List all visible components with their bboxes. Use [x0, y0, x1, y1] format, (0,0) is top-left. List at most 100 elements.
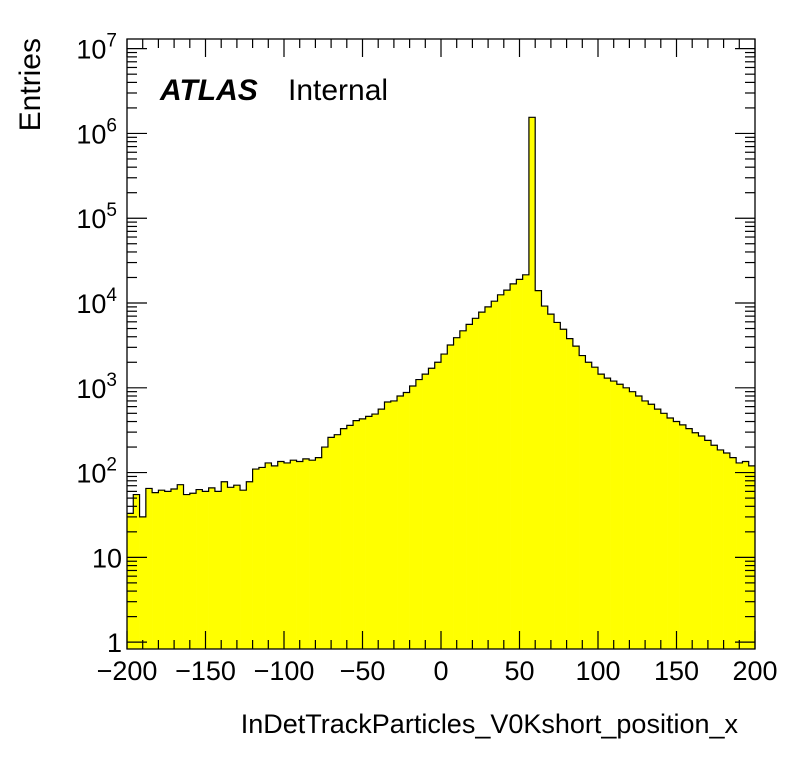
histogram-bin [447, 344, 454, 649]
histogram-bin [415, 379, 423, 649]
histogram-bin [491, 301, 498, 649]
histogram-bin [503, 290, 511, 649]
histogram-bin [673, 421, 680, 649]
histogram-bin [139, 516, 147, 649]
histogram-bin [202, 491, 209, 649]
histogram-bin [340, 428, 348, 649]
histogram-bin [378, 409, 385, 649]
histogram-bin [271, 465, 279, 649]
histogram-bin [390, 400, 398, 649]
histogram-bars [127, 117, 756, 649]
histogram-bin [516, 279, 523, 649]
histogram-bin [541, 306, 549, 649]
y-tick-label: 102 [76, 455, 117, 489]
histogram-bin [434, 362, 442, 649]
histogram-bin [528, 117, 536, 649]
histogram-bin [277, 461, 285, 649]
histogram-bin [729, 457, 737, 649]
x-tick-label: 150 [654, 656, 699, 686]
histogram-bin [158, 490, 165, 649]
histogram-bin [641, 400, 649, 649]
histogram-bin [315, 457, 322, 649]
histogram-bin [384, 401, 392, 649]
histogram-bin [183, 494, 191, 649]
histogram-bin [145, 488, 153, 649]
histogram-bin [535, 290, 542, 649]
histogram-bin [196, 489, 203, 649]
histogram-bin [572, 346, 580, 649]
histogram-bin [585, 362, 593, 649]
y-tick-label: 10 [92, 543, 122, 573]
histogram-bin [353, 420, 360, 649]
histogram-bin [227, 487, 235, 649]
internal-label: Internal [288, 74, 388, 107]
histogram-bin [422, 374, 429, 649]
x-axis-ticks [126, 39, 756, 649]
histogram-bin [623, 387, 630, 649]
histogram-bin [723, 453, 731, 649]
histogram-bin [309, 460, 316, 649]
y-tick-label: 107 [76, 31, 117, 65]
histogram-bin [478, 312, 486, 649]
histogram-bin [127, 513, 134, 649]
histogram-bin [510, 283, 517, 649]
histogram-bin [133, 494, 140, 649]
histogram-bin [152, 492, 159, 649]
histogram-bin [660, 413, 668, 649]
x-axis-title: InDetTrackParticles_V0Kshort_position_x [241, 709, 739, 739]
x-tick-label: 0 [433, 656, 448, 686]
histogram-bin [629, 391, 636, 649]
histogram-bin [591, 367, 599, 649]
y-tick-label: 1 [107, 628, 122, 658]
histogram-bin [208, 487, 216, 649]
histogram-bin [459, 330, 467, 649]
y-axis-title: Entries [14, 38, 47, 131]
x-tick-label: 50 [504, 656, 534, 686]
histogram-bin [742, 461, 750, 649]
histogram-bin [736, 462, 743, 649]
histogram-bin [598, 374, 605, 649]
histogram-bin [428, 368, 436, 649]
histogram-bin [648, 404, 655, 649]
histogram-bin [265, 462, 272, 649]
histogram-bin [679, 424, 687, 649]
histogram-bin [566, 338, 574, 649]
histogram-bin [692, 432, 699, 649]
histogram-bin [466, 324, 473, 649]
histogram-bin [170, 489, 178, 649]
histogram-bin [321, 447, 329, 649]
histogram-bin [579, 355, 586, 649]
histogram-bin [560, 329, 567, 649]
histogram-bin [284, 462, 291, 649]
x-tick-label: −100 [254, 656, 315, 686]
histogram-bin [397, 396, 404, 649]
histogram-bin [717, 449, 724, 649]
histogram-bin [484, 306, 492, 649]
histogram-bin [290, 460, 297, 649]
x-axis-tick-labels: −200 −150 −100 −50 0 50 100 150 200 [97, 656, 778, 686]
histogram-bin [346, 425, 354, 649]
atlas-label: ATLAS [159, 74, 258, 107]
histogram-bin [221, 481, 228, 649]
histogram-bin [240, 490, 247, 649]
x-tick-label: −50 [340, 656, 386, 686]
histogram-bin [365, 416, 373, 649]
x-tick-label: −200 [97, 656, 158, 686]
y-axis-tick-labels: 1 10 102 103 104 105 106 107 [76, 31, 122, 658]
histogram-bin [334, 434, 341, 649]
histogram-bin [704, 440, 712, 649]
histogram-bin [667, 418, 674, 649]
histogram-bin [616, 384, 624, 649]
histogram-bin [522, 274, 530, 649]
histogram-bin [685, 428, 693, 649]
histogram-bin [302, 458, 310, 649]
histogram-bin [258, 467, 266, 649]
y-tick-label: 105 [76, 200, 117, 234]
histogram-bin [296, 461, 304, 649]
histogram-bin [409, 385, 417, 649]
histogram-bin [547, 314, 555, 649]
x-tick-label: 200 [732, 656, 777, 686]
histogram-bin [453, 337, 461, 649]
histogram-bin [472, 318, 479, 649]
